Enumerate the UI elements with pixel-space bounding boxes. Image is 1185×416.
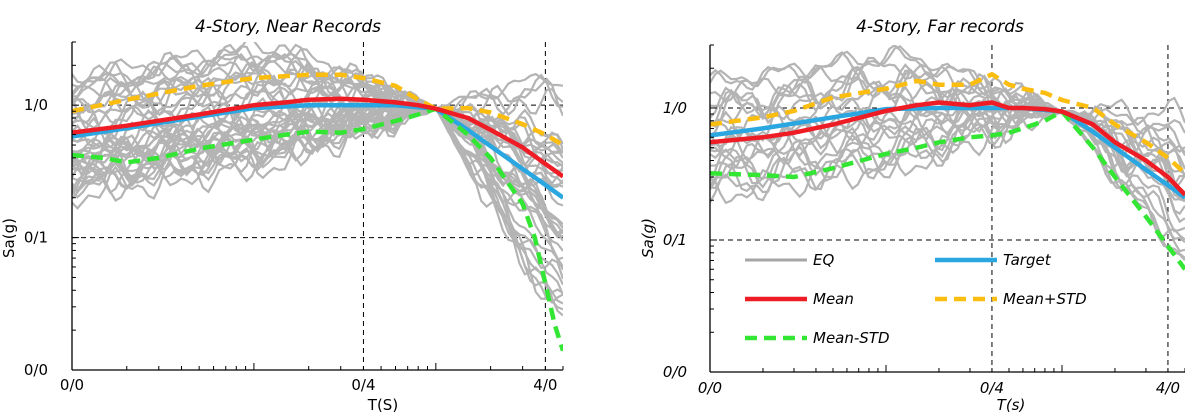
y-tick-label: 0/0	[663, 363, 687, 381]
series-line-mean-minus-std	[72, 106, 563, 352]
eq-record-line	[72, 100, 563, 235]
series-group	[72, 42, 563, 352]
legend-label: Mean+STD	[1003, 290, 1087, 308]
y-axis-label: Sa(g)	[0, 218, 18, 258]
eq-record-line	[710, 100, 1185, 224]
eq-record-line	[72, 106, 563, 199]
series-line-mean	[710, 100, 1185, 197]
series-line-mean-plus-std	[72, 72, 563, 147]
series-line-mean-plus-std	[710, 72, 1185, 175]
x-tick-label: 4/0	[1156, 379, 1180, 397]
legend-item-mean-minus-std: Mean-STD	[745, 329, 890, 347]
y-tick-label: 1/0	[663, 99, 687, 117]
legend-label: Target	[1003, 251, 1052, 269]
x-axis-label: T(S)	[367, 396, 398, 414]
eq-record-line	[72, 102, 563, 304]
legend-item-eq: EQ	[745, 251, 834, 269]
legend-label: EQ	[813, 251, 834, 269]
y-tick-label: 1/0	[24, 96, 48, 114]
x-tick-label: 0/0	[698, 379, 722, 397]
eq-record-line	[710, 105, 1185, 216]
plot-area	[71, 41, 564, 371]
y-axis-label: Sa(g)	[639, 218, 657, 258]
x-tick-label: 0/4	[351, 376, 375, 394]
eq-record-line	[710, 101, 1185, 244]
plot-area	[709, 44, 1185, 373]
legend-item-target: Target	[935, 251, 1052, 269]
legend: EQ Target Mean Mean+STD Mean-STD	[745, 251, 1087, 347]
series-line-mean	[72, 96, 563, 179]
chart-near-records: 4-Story, Near Records Sa(g) T(S) 0/0 0/4 4…	[0, 17, 564, 414]
eq-record-line	[72, 83, 563, 311]
eq-record-line	[710, 102, 1185, 203]
y-tick-label: 0/1	[663, 231, 687, 249]
legend-label: Mean-STD	[813, 329, 890, 347]
y-tick-label: 0/1	[24, 229, 48, 247]
x-tick-label: 0/4	[980, 379, 1004, 397]
eq-record-line	[710, 45, 1185, 262]
chart-title: 4-Story, Far records	[856, 17, 1024, 37]
series-line-mean-minus-std	[710, 109, 1185, 271]
y-tick-label: 0/0	[24, 361, 48, 379]
series-group	[710, 45, 1185, 271]
x-tick-label: 0/0	[60, 376, 84, 394]
x-axis-label: T(s)	[997, 396, 1026, 414]
x-tick-label: 4/0	[533, 376, 557, 394]
legend-item-mean: Mean	[745, 290, 854, 308]
chart-title: 4-Story, Near Records	[195, 17, 381, 37]
legend-item-mean-plus-std: Mean+STD	[935, 290, 1087, 308]
chart-far-records: 4-Story, Far records Sa(g) T(s) EQ Target…	[639, 17, 1185, 414]
legend-label: Mean	[813, 290, 854, 308]
